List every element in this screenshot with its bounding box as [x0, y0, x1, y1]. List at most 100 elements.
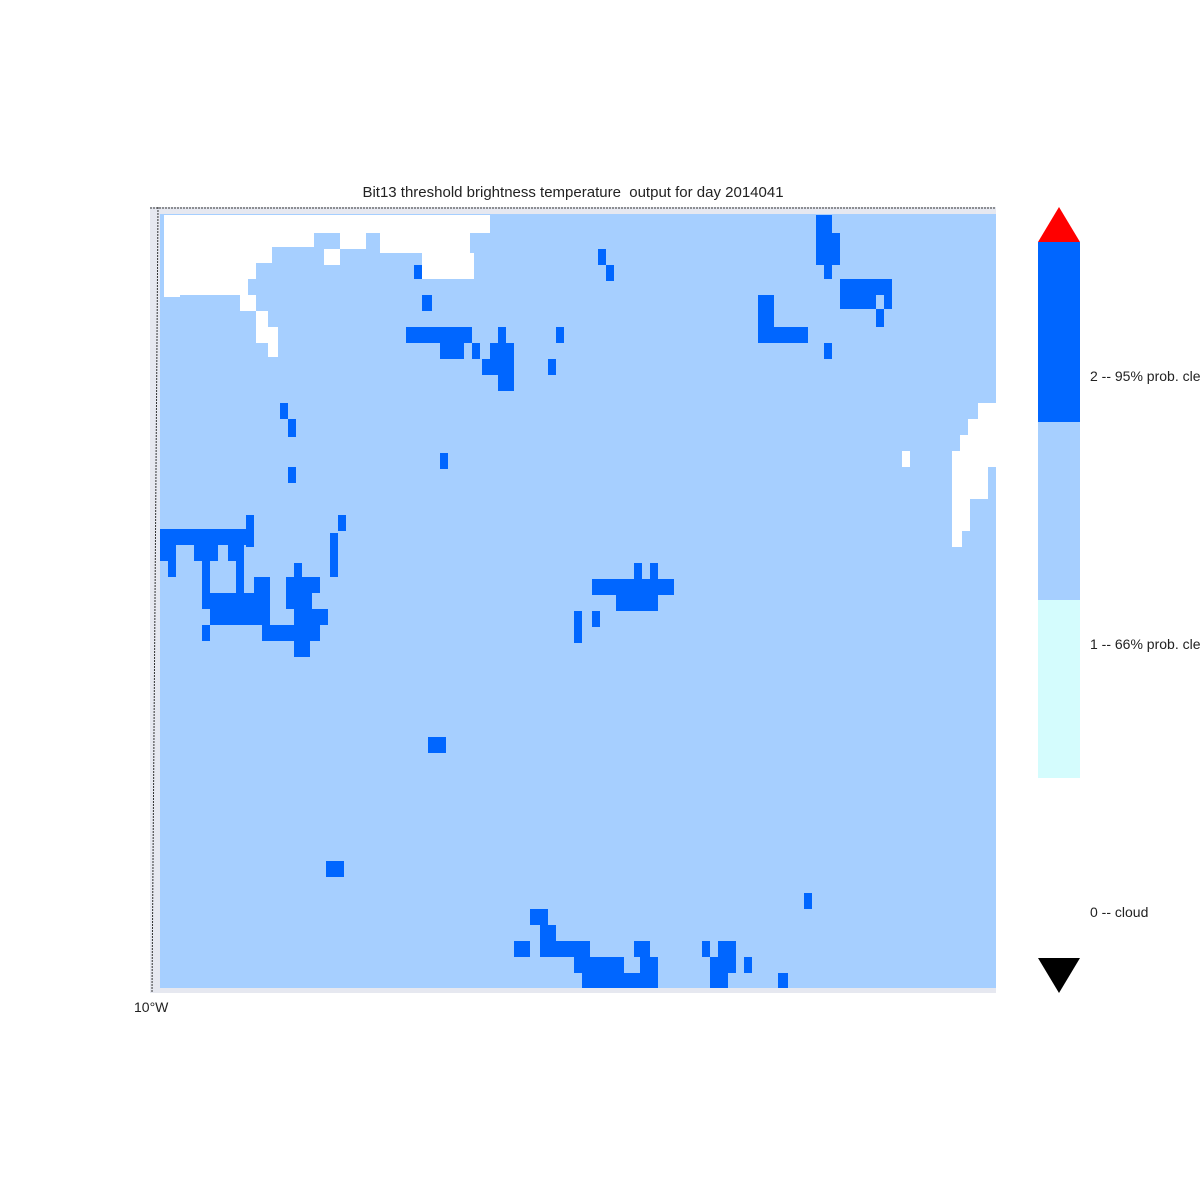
- clear-patch: [710, 957, 728, 988]
- cloud-patch: [380, 233, 470, 253]
- cloud-patch: [268, 327, 278, 357]
- map-bottom-edge: [150, 988, 996, 993]
- legend-label-class2: 2 -- 95% prob. cle: [1090, 368, 1200, 384]
- clear-patch: [530, 909, 548, 925]
- legend-label-class1: 1 -- 66% prob. cle: [1090, 636, 1200, 652]
- clear-patch: [574, 957, 624, 973]
- classification-map: [150, 207, 996, 993]
- clear-patch: [514, 941, 530, 957]
- clear-patch: [650, 563, 658, 579]
- cloud-patch: [968, 419, 978, 467]
- clear-patch: [160, 529, 254, 545]
- clear-patch: [286, 593, 312, 609]
- colorbar-over-arrow: [1038, 207, 1080, 242]
- clear-patch: [414, 265, 422, 279]
- clear-patch: [592, 579, 674, 595]
- clear-patch: [294, 563, 302, 577]
- cloud-patch: [314, 215, 490, 233]
- clear-patch: [702, 941, 710, 957]
- clear-patch: [634, 563, 642, 579]
- clear-patch: [262, 625, 320, 641]
- colorbar-class2: [1038, 242, 1080, 422]
- clear-patch: [160, 545, 176, 561]
- clear-patch: [540, 925, 556, 941]
- clear-patch: [428, 737, 446, 753]
- cloud-patch: [164, 295, 180, 297]
- clear-patch: [606, 265, 614, 281]
- clear-patch: [774, 327, 808, 343]
- clear-patch: [202, 561, 210, 609]
- clear-patch: [582, 973, 658, 988]
- clear-patch: [288, 467, 296, 483]
- clear-patch: [202, 625, 210, 641]
- clear-patch: [422, 295, 432, 311]
- clear-patch: [832, 233, 840, 265]
- clear-patch: [616, 595, 658, 611]
- clear-95-regions: [160, 215, 892, 988]
- clear-patch: [194, 545, 218, 561]
- clear-patch: [548, 359, 556, 375]
- clear-patch: [876, 279, 892, 295]
- cloud-regions: [164, 215, 996, 547]
- cloud-patch: [324, 249, 340, 265]
- clear-patch: [440, 453, 448, 469]
- clear-patch: [280, 403, 288, 419]
- cloud-patch: [248, 263, 256, 279]
- clear-patch: [330, 533, 338, 577]
- clear-patch: [556, 327, 564, 343]
- clear-patch: [824, 265, 832, 279]
- colorbar-class1-lower: [1038, 600, 1080, 778]
- clear-patch: [338, 515, 346, 531]
- clear-patch: [758, 295, 774, 343]
- clear-patch: [574, 611, 582, 643]
- colorbar-under-arrow: [1038, 958, 1080, 993]
- cloud-patch: [240, 295, 256, 311]
- clear-patch: [498, 375, 514, 391]
- cloud-patch: [164, 215, 248, 295]
- clear-patch: [440, 343, 464, 359]
- clear-patch: [816, 215, 832, 265]
- cloud-patch: [422, 253, 474, 279]
- map-field: [150, 207, 996, 993]
- cloud-patch: [248, 247, 272, 263]
- clear-patch: [540, 941, 590, 957]
- clear-patch: [286, 577, 320, 593]
- clear-patch: [778, 973, 788, 988]
- colorbar-class0: [1038, 778, 1080, 956]
- clear-patch: [472, 343, 480, 359]
- clear-patch: [598, 249, 606, 265]
- clear-patch: [634, 941, 650, 957]
- cloud-patch: [952, 451, 988, 499]
- clear-patch: [824, 343, 832, 359]
- clear-patch: [592, 611, 600, 627]
- cloud-patch: [952, 499, 970, 531]
- clear-patch: [884, 295, 892, 309]
- cloud-patch: [902, 451, 910, 467]
- clear-patch: [288, 419, 296, 437]
- clear-patch: [498, 327, 506, 343]
- clear-patch: [168, 561, 176, 577]
- clear-patch: [490, 343, 514, 375]
- map-boundary-line: [151, 207, 159, 993]
- cloud-patch: [960, 435, 968, 451]
- cloud-patch: [256, 311, 268, 343]
- clear-patch: [294, 609, 328, 625]
- map-panel: [150, 207, 996, 993]
- clear-patch: [210, 593, 270, 625]
- clear-patch: [482, 359, 490, 375]
- clear-patch: [406, 327, 472, 343]
- clear-patch: [640, 957, 658, 973]
- clear-patch: [876, 309, 884, 327]
- legend-label-class0: 0 -- cloud: [1090, 904, 1149, 920]
- clear-patch: [326, 861, 344, 877]
- clear-patch: [254, 577, 270, 593]
- cloud-patch: [952, 531, 962, 547]
- clear-patch: [804, 893, 812, 909]
- clear-patch: [228, 545, 244, 561]
- clear-patch: [840, 279, 876, 309]
- cloud-patch: [248, 215, 314, 247]
- map-top-edge: [150, 207, 996, 214]
- colorbar: [1038, 207, 1080, 993]
- colorbar-class1-upper: [1038, 422, 1080, 600]
- clear-patch: [744, 957, 752, 973]
